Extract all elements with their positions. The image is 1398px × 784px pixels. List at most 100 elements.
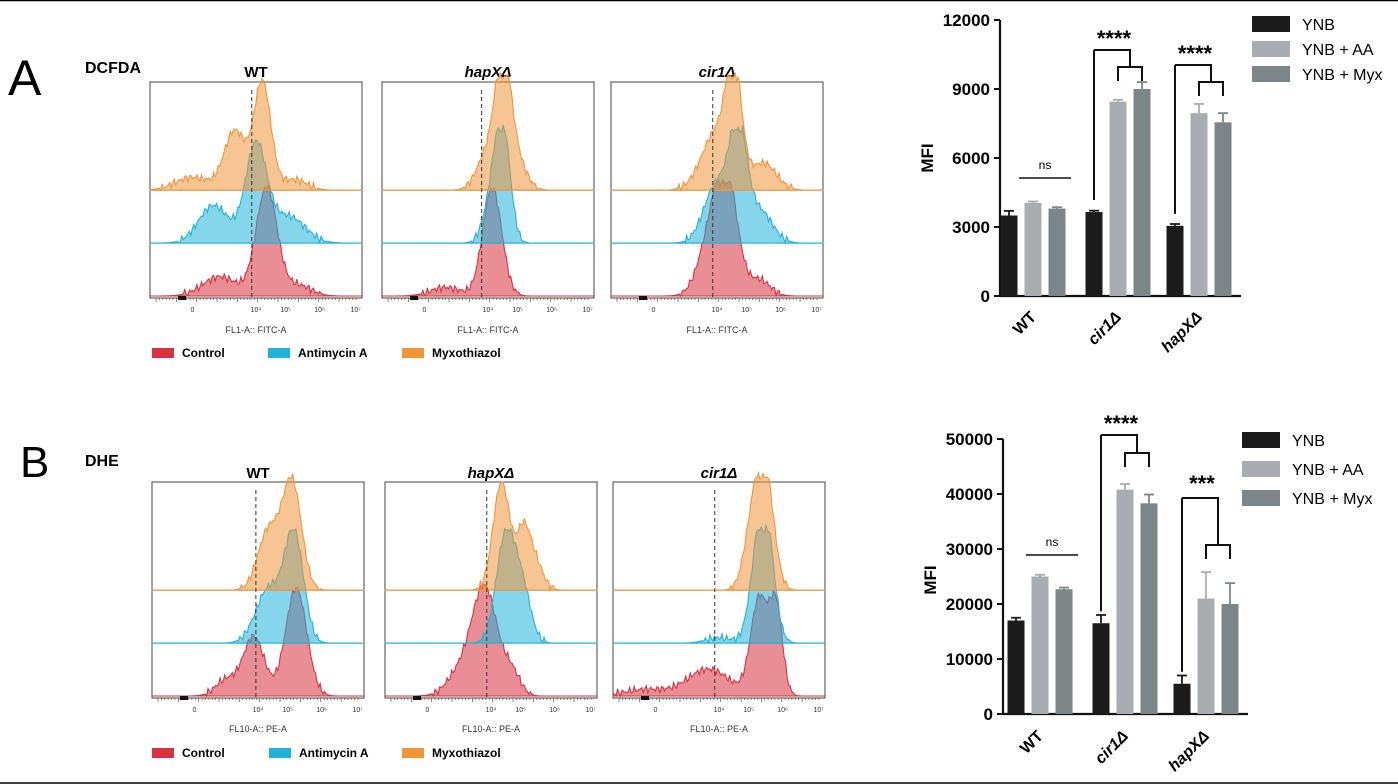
flow-tick-label: 10⁵ [515,707,526,714]
panel-a-stain: DCFDA [85,60,141,77]
legend-swatch [268,348,290,358]
flow-tick-label: 0 [653,707,657,714]
axis-marker [413,696,421,700]
flow-tick-label: 10⁷ [813,707,824,714]
flow-x-axis-label: FL10-A:: PE-A [229,724,287,734]
bar-ynb-aa [1024,202,1042,296]
panel-b-stain: DHE [85,453,119,470]
legend-swatch [152,348,174,358]
x-category-label: hapXΔ [1159,309,1206,356]
flow-tick-label: 10⁶ [775,307,786,314]
flow-tick-label: 10⁵ [741,307,752,314]
legend-swatch [402,748,424,758]
legend-label: YNB + AA [1292,462,1364,479]
significance-stars: **** [1104,411,1139,436]
y-tick-label: 40000 [946,485,993,504]
flow-strain-title: cir1Δ [699,64,736,81]
flow-tick-label: 0 [651,307,655,314]
y-tick-label: 50000 [946,430,993,449]
legend-label: Myxothiazol [432,746,501,760]
flow-strain-title: cir1Δ [701,465,738,482]
significance-bracket-inner [1117,66,1143,81]
flow-tick-label: 10⁶ [549,707,560,714]
flow-tick-label: 10⁴ [483,307,494,314]
y-tick-label: 6000 [952,149,990,168]
legend-swatch [1252,16,1290,32]
significance-stars: **** [1097,26,1132,51]
y-tick-label: 20000 [946,595,993,614]
panel-b-letter: B [20,438,49,487]
axis-marker [641,696,649,700]
flow-tick-label: 10⁵ [282,707,293,714]
bar-ynb [1092,623,1110,714]
bar-ynb-aa [1031,576,1049,714]
x-category-label: WT [1010,309,1040,339]
bar-ynb-aa [1197,598,1215,714]
legend-swatch [1252,66,1290,82]
x-category-label: WT [1017,728,1047,758]
flow-tick-label: 10⁵ [743,707,754,714]
legend-label: Control [182,346,225,360]
bar-ynb [1166,225,1184,296]
bar-ynb-myx [1140,503,1158,714]
y-tick-label: 10000 [946,650,993,669]
bar-ynb [1173,683,1191,714]
flow-x-axis-label: FL1-A:: FITC-A [686,325,747,335]
axis-marker [410,296,418,300]
flow-tick-label: 10⁴ [486,707,497,714]
flow-tick-label: 10⁶ [777,707,788,714]
legend-label: YNB [1302,17,1335,34]
significance-stars: **** [1178,41,1213,66]
flow-tick-label: 10⁴ [712,307,723,314]
flow-tick-label: 10⁴ [714,707,725,714]
x-category-label: cir1Δ [1092,728,1132,768]
bar-ynb-aa [1116,489,1134,714]
y-tick-label: 30000 [946,540,993,559]
bar-chart-b: 0 10000 20000 30000 40000 50000 MFI WT cir1Δ hapX… [921,411,1372,775]
significance-bracket-outer [1182,497,1219,545]
y-tick-label: 3000 [952,218,990,237]
axis-marker [178,296,186,300]
bar-ynb [1085,212,1103,296]
flow-x-axis-label: FL1-A:: FITC-A [225,325,286,335]
bar-ynb-aa [1109,101,1127,297]
flow-tick-label: 10⁷ [585,707,596,714]
flow-tick-label: 10⁷ [352,707,363,714]
y-axis-title: MFI [918,143,937,172]
legend-label: YNB + AA [1302,42,1374,59]
flow-strain-title: WT [244,64,267,81]
y-tick-label: 12000 [943,11,990,30]
legend-label: YNB + Myx [1302,67,1382,84]
legend-label: YNB + Myx [1292,491,1372,508]
significance-label: ns [1046,535,1059,549]
flow-tick-label: 10⁵ [512,307,523,314]
bar-ynb-myx [1214,122,1232,296]
y-tick-label: 9000 [952,80,990,99]
flow-tick-label: 10⁴ [251,307,262,314]
legend-swatch [1252,41,1290,57]
axis-marker [639,296,647,300]
flow-tick-label: 10⁷ [350,307,361,314]
flow-tick-label: 0 [425,707,429,714]
flow-tick-label: 0 [190,307,194,314]
significance-bracket-inner [1198,81,1224,96]
significance-bracket-inner [1124,452,1150,467]
flow-tick-label: 10⁶ [316,707,327,714]
significance-bracket-outer [1101,434,1138,453]
flow-tick-label: 10⁵ [280,307,291,314]
bar-ynb-myx [1048,208,1066,296]
flow-tick-label: 10⁷ [811,307,822,314]
legend-label: Control [182,746,225,760]
bar-ynb-myx [1055,589,1073,714]
panel-a-letter: A [8,50,42,106]
y-tick-label: 0 [984,705,993,724]
legend-label: Antimycin A [299,746,369,760]
